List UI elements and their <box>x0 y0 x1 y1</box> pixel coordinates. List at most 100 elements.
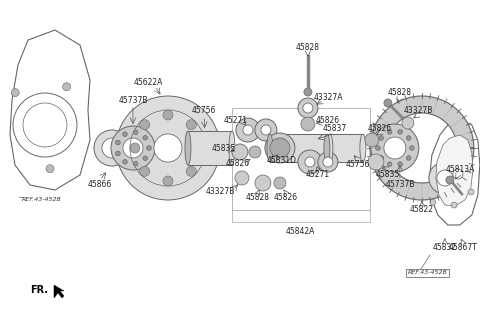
Circle shape <box>186 166 196 176</box>
Circle shape <box>398 162 402 166</box>
Text: 45828: 45828 <box>388 88 412 97</box>
Text: 45826: 45826 <box>316 116 340 124</box>
Circle shape <box>133 162 138 166</box>
Text: 43327A: 43327A <box>313 92 343 101</box>
Text: 45835: 45835 <box>212 143 236 153</box>
Ellipse shape <box>327 134 333 162</box>
Circle shape <box>143 156 147 161</box>
Circle shape <box>430 199 436 205</box>
Circle shape <box>379 136 384 140</box>
Circle shape <box>154 134 182 162</box>
Circle shape <box>384 137 406 159</box>
Circle shape <box>255 175 271 191</box>
Polygon shape <box>430 120 480 225</box>
Text: FR.: FR. <box>30 285 48 295</box>
Circle shape <box>451 202 457 208</box>
Circle shape <box>384 99 392 107</box>
Circle shape <box>123 160 127 164</box>
Text: 45842A: 45842A <box>285 228 314 236</box>
Circle shape <box>407 136 411 140</box>
Circle shape <box>116 140 120 145</box>
Circle shape <box>265 133 295 163</box>
Circle shape <box>261 125 271 135</box>
Circle shape <box>243 125 253 135</box>
Bar <box>188 131 232 165</box>
Circle shape <box>303 103 313 113</box>
Circle shape <box>429 162 461 194</box>
Circle shape <box>398 130 402 134</box>
Text: 45737B: 45737B <box>385 180 415 189</box>
Circle shape <box>236 118 260 142</box>
Circle shape <box>468 189 474 195</box>
Text: 45828: 45828 <box>246 194 270 203</box>
Ellipse shape <box>185 131 191 165</box>
Circle shape <box>402 117 414 129</box>
Circle shape <box>379 156 384 160</box>
Circle shape <box>376 146 380 150</box>
Text: 45867T: 45867T <box>448 244 477 252</box>
Circle shape <box>304 88 312 96</box>
Circle shape <box>102 138 122 158</box>
Circle shape <box>232 144 248 160</box>
Text: 45813A: 45813A <box>445 165 475 174</box>
Text: 45756: 45756 <box>346 161 370 170</box>
Ellipse shape <box>229 131 235 165</box>
Text: 43327B: 43327B <box>205 188 235 196</box>
Text: 45866: 45866 <box>88 180 112 189</box>
Circle shape <box>13 93 77 157</box>
Circle shape <box>409 146 414 150</box>
Circle shape <box>301 117 315 131</box>
Polygon shape <box>54 285 64 298</box>
Circle shape <box>273 141 287 155</box>
Text: 45271: 45271 <box>306 171 330 180</box>
Circle shape <box>387 162 392 166</box>
Polygon shape <box>436 135 473 206</box>
Circle shape <box>46 165 54 173</box>
Circle shape <box>116 96 220 200</box>
Circle shape <box>371 124 419 172</box>
Text: 45271: 45271 <box>224 116 248 124</box>
Text: 43327B: 43327B <box>403 106 432 115</box>
Text: 45828: 45828 <box>296 43 320 52</box>
Ellipse shape <box>324 134 330 162</box>
Text: 45832: 45832 <box>433 244 457 252</box>
Text: REF.43-452B: REF.43-452B <box>408 270 448 276</box>
Ellipse shape <box>267 134 273 162</box>
Text: REF.43-452B: REF.43-452B <box>22 197 62 203</box>
Circle shape <box>318 152 338 172</box>
Circle shape <box>163 110 173 120</box>
Bar <box>327 134 363 162</box>
Circle shape <box>111 126 155 170</box>
Circle shape <box>323 157 333 167</box>
Circle shape <box>123 138 143 158</box>
Circle shape <box>407 156 411 160</box>
Circle shape <box>196 143 206 153</box>
Text: 45835: 45835 <box>376 171 400 180</box>
Bar <box>270 134 330 162</box>
Text: 45737B: 45737B <box>118 95 148 105</box>
Circle shape <box>235 171 249 185</box>
Circle shape <box>163 176 173 186</box>
Circle shape <box>387 130 392 134</box>
Text: 45826: 45826 <box>274 194 298 203</box>
Circle shape <box>274 177 286 189</box>
Circle shape <box>11 89 19 97</box>
Circle shape <box>255 119 277 141</box>
Circle shape <box>123 132 127 136</box>
Text: 45826: 45826 <box>226 159 250 169</box>
Circle shape <box>147 146 151 150</box>
Circle shape <box>62 83 71 91</box>
Circle shape <box>23 103 67 147</box>
Circle shape <box>437 170 453 186</box>
Circle shape <box>368 154 384 170</box>
Bar <box>232 108 370 210</box>
Circle shape <box>305 157 315 167</box>
Circle shape <box>130 143 140 153</box>
Polygon shape <box>370 96 474 200</box>
Circle shape <box>365 133 379 147</box>
Circle shape <box>249 146 261 158</box>
Circle shape <box>186 120 196 130</box>
Circle shape <box>143 135 147 140</box>
Circle shape <box>298 150 322 174</box>
Circle shape <box>133 130 138 134</box>
